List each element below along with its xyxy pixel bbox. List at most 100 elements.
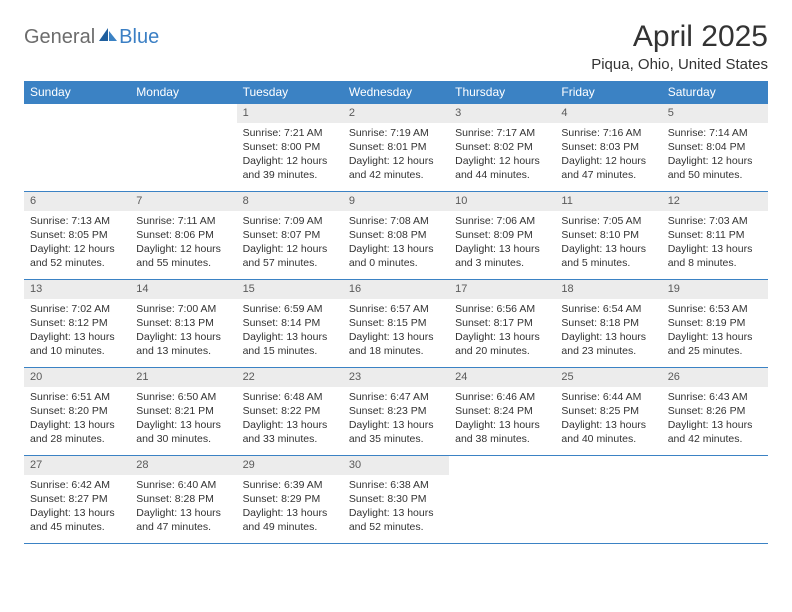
day-body: Sunrise: 6:48 AMSunset: 8:22 PMDaylight:… [237, 387, 343, 450]
sunset-line: Sunset: 8:12 PM [30, 316, 124, 330]
sunrise-line: Sunrise: 7:03 AM [668, 214, 762, 228]
month-title: April 2025 [591, 20, 768, 54]
sunset-line: Sunset: 8:14 PM [243, 316, 337, 330]
day-body: Sunrise: 6:42 AMSunset: 8:27 PMDaylight:… [24, 475, 130, 538]
day-number: 7 [130, 192, 236, 211]
calendar-week-row: 1Sunrise: 7:21 AMSunset: 8:00 PMDaylight… [24, 104, 768, 192]
day-number: 27 [24, 456, 130, 475]
sunset-line: Sunset: 8:02 PM [455, 140, 549, 154]
calendar-day-cell [662, 456, 768, 544]
sunset-line: Sunset: 8:01 PM [349, 140, 443, 154]
sunrise-line: Sunrise: 7:13 AM [30, 214, 124, 228]
day-body: Sunrise: 6:53 AMSunset: 8:19 PMDaylight:… [662, 299, 768, 362]
header: General Blue April 2025 Piqua, Ohio, Uni… [24, 20, 768, 73]
day-body: Sunrise: 6:50 AMSunset: 8:21 PMDaylight:… [130, 387, 236, 450]
calendar-day-cell: 17Sunrise: 6:56 AMSunset: 8:17 PMDayligh… [449, 280, 555, 368]
calendar-day-cell: 25Sunrise: 6:44 AMSunset: 8:25 PMDayligh… [555, 368, 661, 456]
sunset-line: Sunset: 8:10 PM [561, 228, 655, 242]
sunset-line: Sunset: 8:07 PM [243, 228, 337, 242]
calendar-day-cell: 9Sunrise: 7:08 AMSunset: 8:08 PMDaylight… [343, 192, 449, 280]
daylight-line: Daylight: 13 hours and 25 minutes. [668, 330, 762, 358]
day-body: Sunrise: 6:46 AMSunset: 8:24 PMDaylight:… [449, 387, 555, 450]
title-block: April 2025 Piqua, Ohio, United States [591, 20, 768, 73]
sunset-line: Sunset: 8:25 PM [561, 404, 655, 418]
sunrise-line: Sunrise: 6:46 AM [455, 390, 549, 404]
sunrise-line: Sunrise: 6:44 AM [561, 390, 655, 404]
day-body: Sunrise: 6:43 AMSunset: 8:26 PMDaylight:… [662, 387, 768, 450]
location: Piqua, Ohio, United States [591, 56, 768, 73]
weekday-header: Tuesday [237, 81, 343, 104]
calendar-week-row: 13Sunrise: 7:02 AMSunset: 8:12 PMDayligh… [24, 280, 768, 368]
daylight-line: Daylight: 13 hours and 3 minutes. [455, 242, 549, 270]
sunrise-line: Sunrise: 7:19 AM [349, 126, 443, 140]
daylight-line: Daylight: 13 hours and 28 minutes. [30, 418, 124, 446]
calendar-day-cell: 2Sunrise: 7:19 AMSunset: 8:01 PMDaylight… [343, 104, 449, 192]
daylight-line: Daylight: 13 hours and 23 minutes. [561, 330, 655, 358]
logo-sail-icon [97, 26, 119, 49]
sunrise-line: Sunrise: 7:14 AM [668, 126, 762, 140]
logo: General Blue [24, 26, 159, 49]
sunset-line: Sunset: 8:23 PM [349, 404, 443, 418]
calendar-week-row: 6Sunrise: 7:13 AMSunset: 8:05 PMDaylight… [24, 192, 768, 280]
calendar-day-cell: 24Sunrise: 6:46 AMSunset: 8:24 PMDayligh… [449, 368, 555, 456]
sunset-line: Sunset: 8:28 PM [136, 492, 230, 506]
daylight-line: Daylight: 13 hours and 38 minutes. [455, 418, 549, 446]
day-body: Sunrise: 7:05 AMSunset: 8:10 PMDaylight:… [555, 211, 661, 274]
calendar-day-cell: 20Sunrise: 6:51 AMSunset: 8:20 PMDayligh… [24, 368, 130, 456]
sunset-line: Sunset: 8:20 PM [30, 404, 124, 418]
calendar-day-cell: 21Sunrise: 6:50 AMSunset: 8:21 PMDayligh… [130, 368, 236, 456]
sunrise-line: Sunrise: 7:17 AM [455, 126, 549, 140]
day-body: Sunrise: 6:57 AMSunset: 8:15 PMDaylight:… [343, 299, 449, 362]
calendar-day-cell: 29Sunrise: 6:39 AMSunset: 8:29 PMDayligh… [237, 456, 343, 544]
day-body: Sunrise: 6:51 AMSunset: 8:20 PMDaylight:… [24, 387, 130, 450]
logo-text-blue: Blue [119, 26, 159, 49]
sunrise-line: Sunrise: 7:06 AM [455, 214, 549, 228]
calendar-day-cell: 15Sunrise: 6:59 AMSunset: 8:14 PMDayligh… [237, 280, 343, 368]
calendar-day-cell: 23Sunrise: 6:47 AMSunset: 8:23 PMDayligh… [343, 368, 449, 456]
logo-text-general: General [24, 26, 95, 49]
day-number: 11 [555, 192, 661, 211]
daylight-line: Daylight: 12 hours and 44 minutes. [455, 154, 549, 182]
day-body: Sunrise: 6:38 AMSunset: 8:30 PMDaylight:… [343, 475, 449, 538]
day-number: 20 [24, 368, 130, 387]
calendar-day-cell: 27Sunrise: 6:42 AMSunset: 8:27 PMDayligh… [24, 456, 130, 544]
sunrise-line: Sunrise: 6:57 AM [349, 302, 443, 316]
calendar-day-cell [24, 104, 130, 192]
daylight-line: Daylight: 12 hours and 57 minutes. [243, 242, 337, 270]
calendar-day-cell: 8Sunrise: 7:09 AMSunset: 8:07 PMDaylight… [237, 192, 343, 280]
day-number: 24 [449, 368, 555, 387]
daylight-line: Daylight: 13 hours and 33 minutes. [243, 418, 337, 446]
daylight-line: Daylight: 12 hours and 47 minutes. [561, 154, 655, 182]
calendar-day-cell [449, 456, 555, 544]
sunrise-line: Sunrise: 6:47 AM [349, 390, 443, 404]
sunset-line: Sunset: 8:22 PM [243, 404, 337, 418]
calendar-day-cell: 3Sunrise: 7:17 AMSunset: 8:02 PMDaylight… [449, 104, 555, 192]
calendar-day-cell: 10Sunrise: 7:06 AMSunset: 8:09 PMDayligh… [449, 192, 555, 280]
day-number: 17 [449, 280, 555, 299]
weekday-header: Sunday [24, 81, 130, 104]
calendar-day-cell: 1Sunrise: 7:21 AMSunset: 8:00 PMDaylight… [237, 104, 343, 192]
day-body: Sunrise: 7:19 AMSunset: 8:01 PMDaylight:… [343, 123, 449, 186]
daylight-line: Daylight: 13 hours and 35 minutes. [349, 418, 443, 446]
calendar-day-cell: 12Sunrise: 7:03 AMSunset: 8:11 PMDayligh… [662, 192, 768, 280]
sunrise-line: Sunrise: 6:38 AM [349, 478, 443, 492]
day-body: Sunrise: 7:16 AMSunset: 8:03 PMDaylight:… [555, 123, 661, 186]
daylight-line: Daylight: 13 hours and 40 minutes. [561, 418, 655, 446]
sunset-line: Sunset: 8:00 PM [243, 140, 337, 154]
calendar-day-cell: 28Sunrise: 6:40 AMSunset: 8:28 PMDayligh… [130, 456, 236, 544]
daylight-line: Daylight: 13 hours and 42 minutes. [668, 418, 762, 446]
calendar-day-cell: 14Sunrise: 7:00 AMSunset: 8:13 PMDayligh… [130, 280, 236, 368]
day-number: 12 [662, 192, 768, 211]
day-number: 18 [555, 280, 661, 299]
day-number: 2 [343, 104, 449, 123]
sunset-line: Sunset: 8:30 PM [349, 492, 443, 506]
daylight-line: Daylight: 13 hours and 45 minutes. [30, 506, 124, 534]
day-number: 28 [130, 456, 236, 475]
day-number: 8 [237, 192, 343, 211]
calendar-day-cell: 11Sunrise: 7:05 AMSunset: 8:10 PMDayligh… [555, 192, 661, 280]
day-body: Sunrise: 7:14 AMSunset: 8:04 PMDaylight:… [662, 123, 768, 186]
calendar-day-cell [130, 104, 236, 192]
weekday-header: Thursday [449, 81, 555, 104]
day-body: Sunrise: 7:11 AMSunset: 8:06 PMDaylight:… [130, 211, 236, 274]
sunrise-line: Sunrise: 6:39 AM [243, 478, 337, 492]
